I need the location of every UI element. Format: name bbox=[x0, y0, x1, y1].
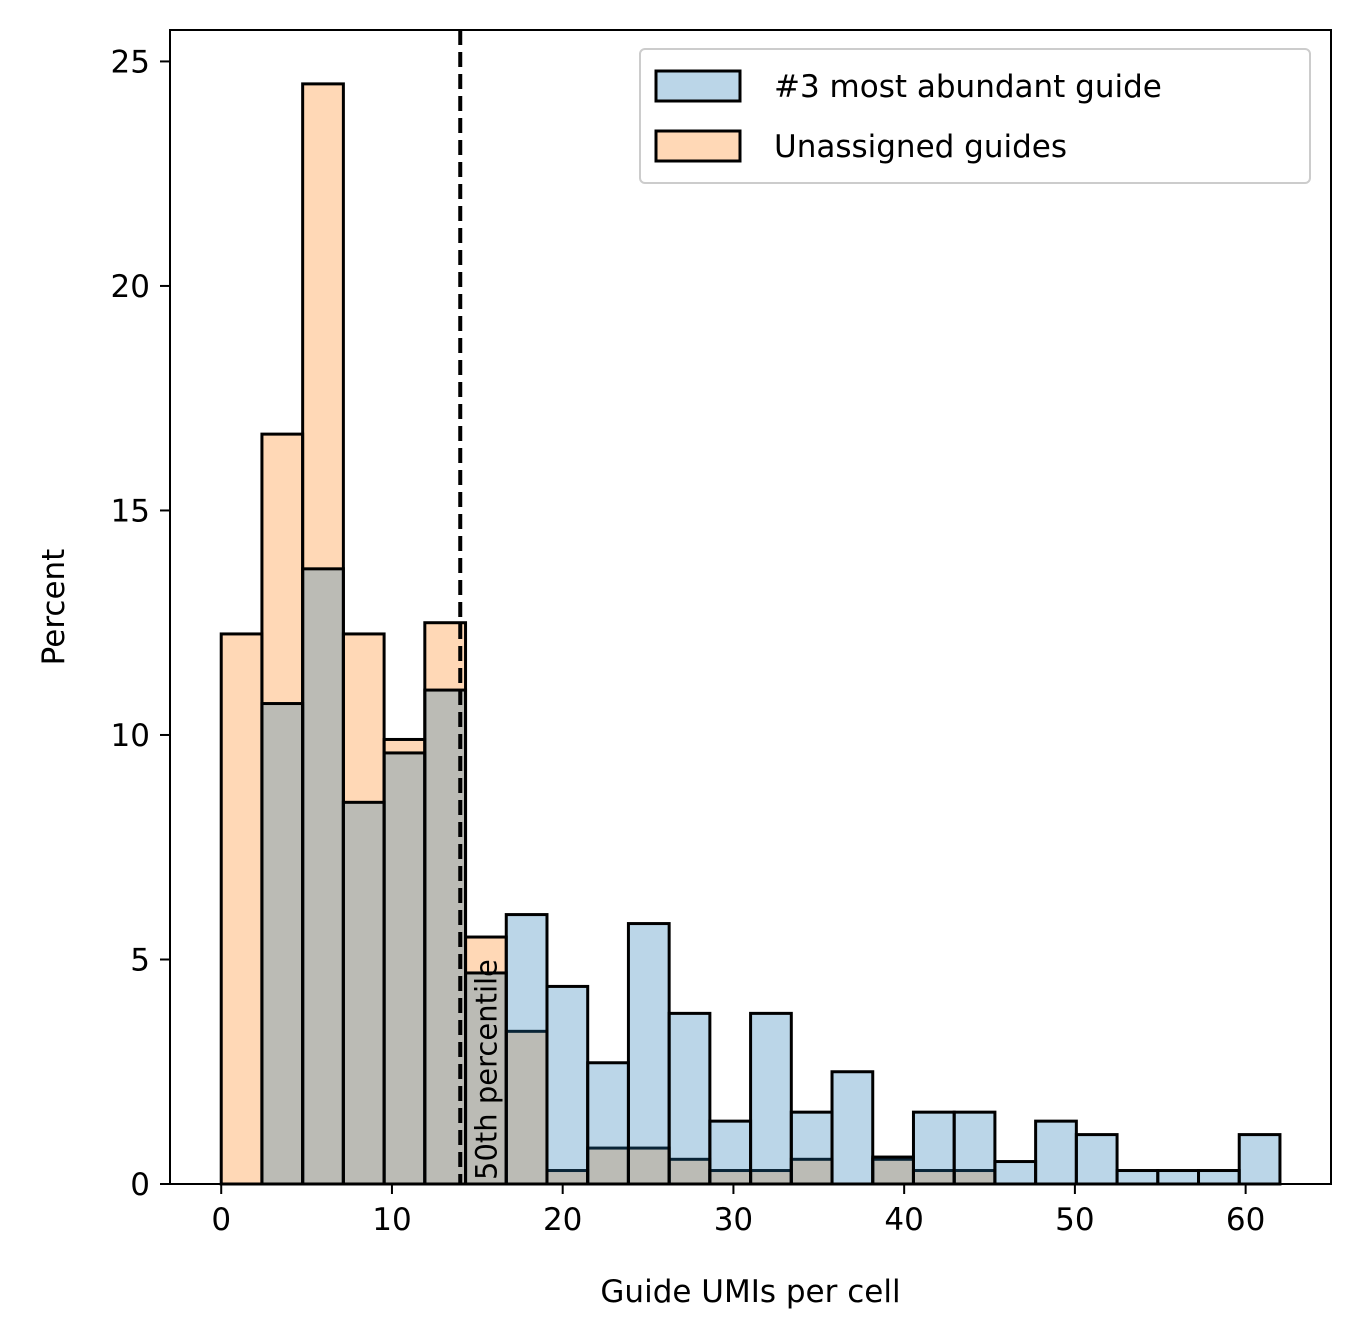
guide-bar-11 bbox=[667, 1011, 712, 1186]
x-tick-label-40: 40 bbox=[884, 1202, 923, 1238]
guide-bar-12 bbox=[708, 1119, 753, 1186]
guide-bar-23 bbox=[1156, 1169, 1201, 1186]
guide-bar-9 bbox=[586, 1061, 630, 1186]
legend-box bbox=[639, 48, 1311, 184]
legend-swatch-1 bbox=[654, 129, 742, 163]
y-axis-title: Percent bbox=[36, 549, 72, 666]
y-tick-label-10: 10 bbox=[111, 718, 150, 754]
guide-bar-3 bbox=[341, 800, 386, 1186]
guide-bar-24 bbox=[1197, 1169, 1241, 1186]
guide-bar-4 bbox=[382, 751, 427, 1186]
legend-swatch-0 bbox=[654, 69, 742, 103]
guide-bar-17 bbox=[911, 1110, 956, 1186]
axes: 0 10 20 30 40 50 60 0 5 10 15 20 25 Guide UMIs per ce… bbox=[36, 29, 1332, 1310]
x-axis-title: Guide UMIs per cell bbox=[600, 1274, 900, 1310]
x-tick-label-60: 60 bbox=[1226, 1202, 1265, 1238]
guide-bar-2 bbox=[301, 567, 345, 1186]
y-tick-label-20: 20 bbox=[111, 269, 150, 305]
guide-series-bars bbox=[260, 567, 1282, 1186]
guide-bar-1 bbox=[260, 702, 305, 1186]
guide-bar-15 bbox=[830, 1070, 875, 1186]
guide-bar-21 bbox=[1074, 1133, 1119, 1186]
percentile-label: 50th percentile bbox=[469, 959, 503, 1180]
guide-bar-20 bbox=[1034, 1119, 1078, 1186]
y-tick-label-25: 25 bbox=[111, 44, 150, 80]
guide-bar-16 bbox=[871, 1155, 915, 1186]
guide-bar-14 bbox=[789, 1110, 834, 1186]
guide-bar-22 bbox=[1115, 1169, 1160, 1186]
guide-bar-13 bbox=[749, 1011, 793, 1186]
x-tick-label-0: 0 bbox=[211, 1202, 231, 1238]
guide-bar-18 bbox=[952, 1110, 997, 1186]
legend-label-0: #3 most abundant guide bbox=[774, 69, 1162, 105]
guide-bar-7 bbox=[504, 913, 549, 1186]
plot-frame bbox=[169, 29, 1332, 1185]
guide-bar-25 bbox=[1237, 1133, 1282, 1186]
unassigned-bar-0 bbox=[219, 632, 264, 1186]
legend: #3 most abundant guide Unassigned guides bbox=[639, 48, 1311, 184]
y-tick-label-0: 0 bbox=[130, 1167, 150, 1203]
y-tick-label-5: 5 bbox=[130, 942, 150, 978]
guide-bar-10 bbox=[626, 922, 671, 1186]
percentile-line-group: 50th percentile bbox=[458, 30, 503, 1184]
legend-label-1: Unassigned guides bbox=[774, 129, 1067, 165]
guide-bar-19 bbox=[993, 1160, 1038, 1186]
x-tick-label-20: 20 bbox=[543, 1202, 582, 1238]
y-tick-label-15: 15 bbox=[111, 493, 150, 529]
guide-bar-8 bbox=[545, 984, 590, 1186]
x-tick-label-30: 30 bbox=[714, 1202, 753, 1238]
x-tick-label-50: 50 bbox=[1055, 1202, 1094, 1238]
x-tick-label-10: 10 bbox=[372, 1202, 411, 1238]
